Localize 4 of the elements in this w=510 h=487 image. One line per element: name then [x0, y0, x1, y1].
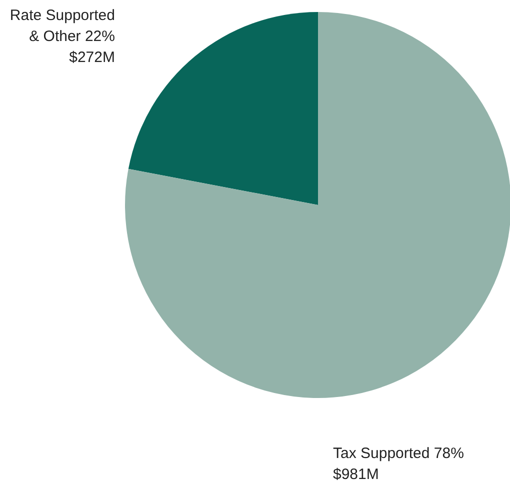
- slice-label: Tax Supported 78% $981M: [333, 445, 464, 483]
- pie-slice: [125, 12, 510, 398]
- pie-slice: [128, 12, 318, 205]
- slice-label: Rate Supported & Other 22% $272M: [10, 7, 115, 66]
